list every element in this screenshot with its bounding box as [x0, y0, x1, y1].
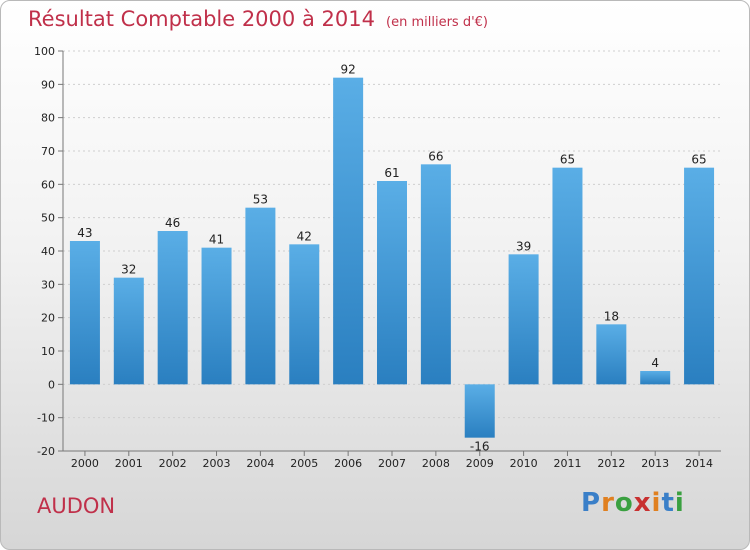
bar	[245, 207, 276, 385]
logo-letter: t	[661, 488, 675, 518]
y-tick-label: 80	[41, 112, 55, 125]
bar-value-label: 32	[121, 263, 136, 277]
logo-letter: i	[651, 488, 662, 518]
x-tick-label: 2003	[203, 457, 231, 470]
x-tick-label: 2014	[685, 457, 713, 470]
y-tick-label: -20	[37, 445, 55, 458]
bar-value-label: -16	[470, 440, 490, 454]
bar-value-label: 43	[77, 226, 92, 240]
logo-letter: P	[581, 488, 602, 518]
x-tick-label: 2007	[378, 457, 406, 470]
x-tick-label: 2012	[597, 457, 625, 470]
bar	[289, 244, 320, 385]
bar	[113, 277, 144, 385]
logo-letter: x	[633, 488, 652, 518]
bar	[508, 254, 539, 385]
bar	[464, 384, 495, 438]
y-tick-label: 40	[41, 245, 55, 258]
x-tick-label: 2004	[246, 457, 274, 470]
place-name: AUDON	[37, 494, 116, 518]
bar-value-label: 92	[340, 63, 355, 77]
y-tick-labels: -20 -10 0 10 20 30 40 50 60 70 80 90 100	[34, 45, 55, 458]
bar	[377, 181, 407, 385]
bar-value-label: 39	[516, 239, 531, 253]
axes	[58, 50, 721, 456]
bar-value-label: 66	[428, 149, 443, 163]
chart-title: Résultat Comptable 2000 à 2014	[28, 7, 375, 31]
y-tick-label: 10	[41, 345, 55, 358]
chart-subtitle: (en milliers d'€)	[386, 15, 488, 30]
y-tick-label: 0	[48, 378, 55, 391]
x-tick-label: 2005	[290, 457, 318, 470]
x-tick-label: 2013	[641, 457, 669, 470]
logo-letter: r	[601, 488, 615, 518]
y-tick-label: 30	[41, 278, 55, 291]
bar	[596, 324, 627, 385]
x-tick-label: 2010	[510, 457, 538, 470]
bar-value-label: 53	[253, 193, 268, 207]
y-tick-label: 100	[34, 45, 55, 58]
bar	[201, 247, 232, 385]
bar	[552, 167, 583, 385]
y-tick-label: 90	[41, 78, 55, 91]
bar-value-label: 46	[165, 216, 180, 230]
y-tick-label: 20	[41, 312, 55, 325]
bar	[640, 371, 671, 385]
x-tick-label: 2000	[71, 457, 99, 470]
y-tick-label: 60	[41, 178, 55, 191]
bar	[157, 231, 188, 385]
bar	[333, 77, 364, 385]
data-labels: 43 32 46 41 53 42 92 61 66 -16 39 65 18 4 65	[77, 63, 706, 454]
x-tick-label: 2002	[159, 457, 187, 470]
logo-letter: o	[614, 488, 634, 518]
bar-value-label: 65	[560, 153, 575, 167]
x-tick-label: 2006	[334, 457, 362, 470]
bar	[420, 164, 451, 385]
bar-value-label: 42	[297, 229, 312, 243]
x-tick-label: 2001	[115, 457, 143, 470]
bar-value-label: 41	[209, 233, 224, 247]
x-tick-label: 2008	[422, 457, 450, 470]
bar	[69, 241, 100, 385]
bar	[684, 167, 715, 385]
bar-value-label: 18	[604, 309, 619, 323]
chart-title-block: Résultat Comptable 2000 à 2014 (en milli…	[28, 7, 488, 31]
bar-value-label: 65	[691, 153, 706, 167]
x-tick-label: 2011	[553, 457, 581, 470]
bar-value-label: 4	[651, 356, 659, 370]
y-tick-label: 70	[41, 145, 55, 158]
bar-value-label: 61	[384, 166, 399, 180]
proxiti-logo[interactable]: Proxiti	[581, 488, 685, 518]
x-tick-labels: 2000 2001 2002 2003 2004 2005 2006 2007 2008 2009…	[71, 457, 713, 470]
bars	[69, 77, 715, 438]
x-tick-label: 2009	[466, 457, 494, 470]
logo-letter: i	[674, 488, 685, 518]
y-tick-label: -10	[37, 412, 55, 425]
y-tick-label: 50	[41, 212, 55, 225]
